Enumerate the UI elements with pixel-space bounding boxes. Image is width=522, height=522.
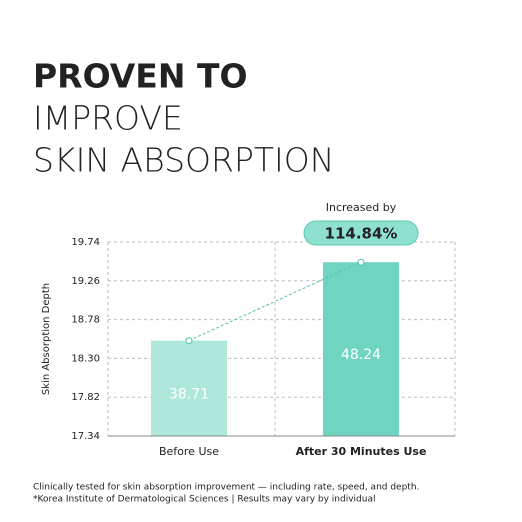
- annotation-label: Increased by: [326, 201, 397, 214]
- x-tick-label: After 30 Minutes Use: [296, 445, 427, 458]
- y-tick-label: 19.74: [71, 237, 100, 248]
- annotation-badge: [303, 220, 419, 246]
- annotation-value: 114.84%: [325, 225, 398, 243]
- bar-label: 48.24: [341, 347, 381, 363]
- y-tick-label: 19.26: [71, 276, 100, 287]
- title-line: IMPROVE: [33, 99, 183, 138]
- y-tick-label: 17.82: [71, 392, 100, 403]
- footnote: *Korea Institute of Dermatological Scien…: [33, 495, 375, 505]
- x-tick-label: Before Use: [159, 445, 219, 458]
- y-axis-label: Skin Absorption Depth: [41, 283, 52, 395]
- title-line: PROVEN TO: [33, 57, 248, 96]
- bar-label: 38.71: [169, 386, 209, 402]
- bar: [151, 340, 227, 436]
- title-line: SKIN ABSORPTION: [33, 141, 334, 180]
- point: [185, 337, 193, 345]
- footnote: Clinically tested for skin absorption im…: [33, 483, 419, 493]
- y-tick-label: 17.34: [71, 431, 100, 442]
- bar: [323, 262, 399, 436]
- point: [357, 258, 365, 266]
- trend-line: [188, 261, 362, 342]
- y-tick-label: 18.30: [71, 353, 100, 364]
- y-tick-label: 18.78: [71, 315, 100, 326]
